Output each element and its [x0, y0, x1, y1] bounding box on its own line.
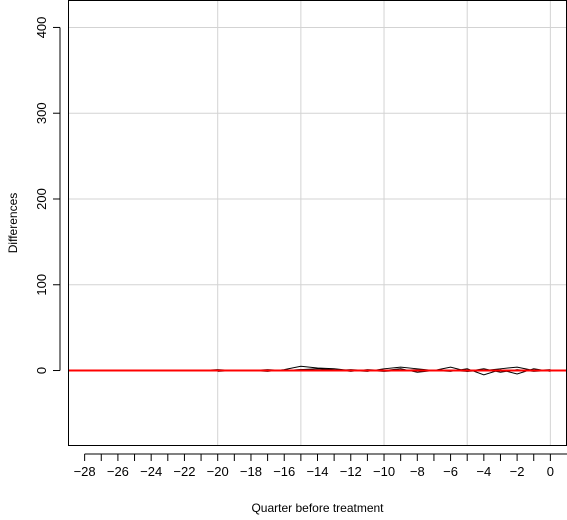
plot-frame: [68, 0, 567, 446]
x-tick-label: −20: [207, 464, 229, 479]
y-tick-label: 0: [34, 367, 49, 374]
y-tick-label: 300: [34, 102, 49, 124]
x-tick-label: 0: [547, 464, 554, 479]
y-axis-title: Differences: [6, 193, 20, 253]
x-tick-label: −22: [173, 464, 195, 479]
x-tick-label: −12: [340, 464, 362, 479]
y-tick-label: 100: [34, 274, 49, 296]
grid-lines: [68, 0, 567, 446]
x-tick-label: −16: [273, 464, 295, 479]
x-tick-label: −28: [74, 464, 96, 479]
axes: −28 −26 −24 −22 −20 −18 −16 −14 −12 −10 −8 −6 −4 −2 00…: [34, 17, 567, 479]
y-tick-label: 400: [34, 17, 49, 39]
x-tick-label: −4: [476, 464, 491, 479]
x-tick-label: −26: [107, 464, 129, 479]
series-layer: [68, 365, 567, 376]
x-tick-label: −24: [140, 464, 162, 479]
x-tick-label: −8: [410, 464, 425, 479]
x-tick-label: −6: [443, 464, 458, 479]
x-tick-label: −14: [306, 464, 328, 479]
x-tick-label: −2: [510, 464, 525, 479]
x-axis-title: Quarter before treatment: [251, 501, 384, 515]
x-tick-label: −18: [240, 464, 262, 479]
y-tick-label: 200: [34, 188, 49, 210]
x-tick-label: −10: [373, 464, 395, 479]
